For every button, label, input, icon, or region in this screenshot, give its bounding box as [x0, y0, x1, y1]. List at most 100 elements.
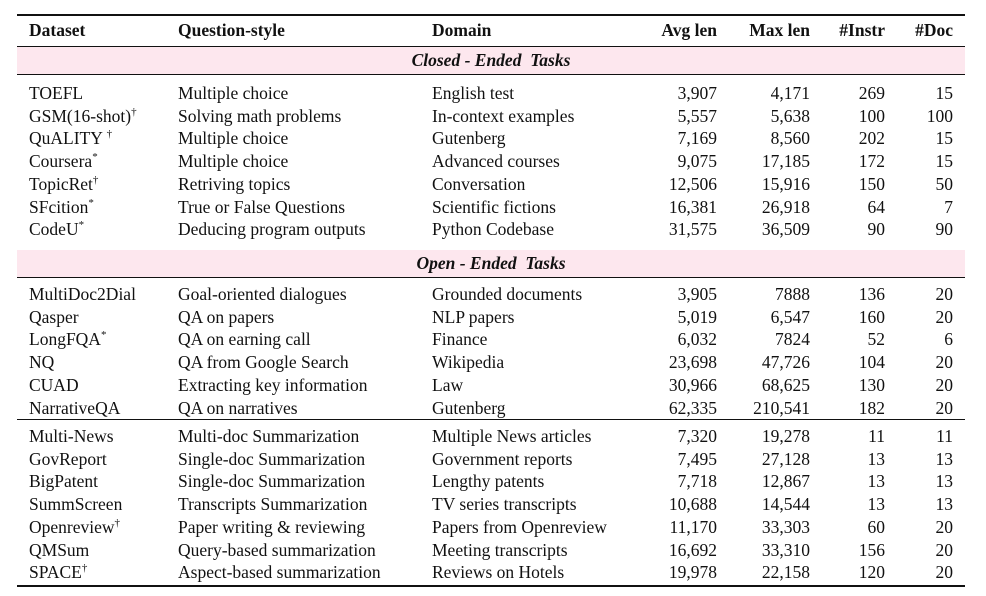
- dataset-name: NQ: [29, 352, 55, 373]
- summarization-rule: [17, 419, 965, 420]
- table-row: GovReport Single-doc Summarization Governm…: [17, 448, 965, 470]
- instr-cell: 120: [858, 562, 885, 583]
- dataset-mark: †: [92, 173, 99, 186]
- table-row: LongFQA* QA on earning call Finance 6,032 78…: [17, 328, 965, 350]
- max-cell: 4,171: [770, 83, 810, 103]
- style-cell: QA on narratives: [178, 397, 298, 418]
- dataset-mark: *: [92, 151, 98, 164]
- instr-cell: 130: [858, 374, 885, 395]
- instr-cell: 136: [858, 284, 885, 304]
- dataset-name-cell: SummScreen: [29, 493, 122, 515]
- dataset-name: BigPatent: [29, 471, 99, 492]
- dataset-mark: *: [78, 219, 85, 232]
- doc-cell: 11: [936, 426, 953, 446]
- dataset-name-cell: SPACE†: [29, 561, 87, 583]
- avg-cell: 16,692: [668, 539, 717, 560]
- max-cell: 6,547: [770, 306, 810, 327]
- table-row: TOEFL Multiple choice English test 3,907 4,1…: [17, 82, 965, 104]
- max-cell: 7824: [775, 329, 810, 350]
- dataset-name-cell: TopicRet†: [29, 173, 98, 195]
- header-domain: Domain: [432, 20, 492, 40]
- dataset-name-cell: CUAD: [29, 374, 79, 396]
- instr-cell: 269: [858, 83, 885, 103]
- avg-cell: 5,557: [677, 105, 717, 126]
- style-cell: Solving math problems: [178, 105, 342, 126]
- dataset-name: Multi-News: [29, 426, 114, 446]
- table-row: CodeU* Deducing program outputs Python Cod…: [17, 218, 965, 240]
- table-row: GSM(16-shot)† Solving math problems In-con…: [17, 105, 965, 127]
- doc-cell: 20: [935, 562, 954, 583]
- avg-cell: 3,905: [677, 284, 717, 304]
- avg-cell: 7,495: [677, 448, 717, 469]
- domain-cell: In-context examples: [432, 105, 575, 126]
- dataset-mark: †: [131, 105, 137, 118]
- doc-cell: 20: [935, 516, 954, 537]
- style-cell: Query-based summarization: [178, 539, 376, 560]
- dataset-mark: †: [114, 516, 121, 529]
- style-cell: QA from Google Search: [178, 352, 349, 373]
- dataset-name: SPACE: [29, 562, 82, 583]
- dataset-name: SummScreen: [29, 494, 123, 515]
- instr-cell: 100: [858, 105, 885, 126]
- dataset-name: CUAD: [29, 374, 79, 395]
- dataset-name-cell: SFcition*: [29, 196, 94, 218]
- domain-cell: Multiple News articles: [432, 426, 592, 446]
- doc-cell: 15: [935, 151, 954, 172]
- open-ended-rule: [17, 277, 965, 278]
- table-row: Multi-News Multi-doc Summarization Multipl…: [17, 425, 965, 447]
- dataset-name-cell: Openreview†: [29, 516, 120, 538]
- style-cell: Goal-oriented dialogues: [178, 284, 347, 304]
- max-cell: 33,303: [761, 516, 810, 537]
- dataset-mark: †: [106, 128, 113, 141]
- avg-cell: 7,718: [677, 471, 717, 492]
- style-cell: Deducing program outputs: [178, 219, 366, 240]
- doc-cell: 15: [935, 83, 954, 103]
- dataset-name: MultiDoc2Dial: [29, 284, 136, 304]
- instr-cell: 13: [867, 494, 886, 515]
- avg-cell: 10,688: [668, 494, 717, 515]
- avg-cell: 3,907: [677, 83, 717, 103]
- open-ended-title: Open - Ended Tasks: [416, 253, 566, 273]
- table-row: BigPatent Single-doc Summarization Lengthy…: [17, 470, 965, 492]
- dataset-name: QuALITY: [29, 128, 107, 149]
- max-cell: 17,185: [761, 151, 810, 172]
- style-cell: True or False Questions: [178, 196, 346, 217]
- max-cell: 68,625: [761, 374, 810, 395]
- max-cell: 27,128: [761, 448, 810, 469]
- instr-cell: 160: [858, 306, 885, 327]
- doc-cell: 20: [935, 284, 954, 304]
- instr-cell: 13: [867, 448, 886, 469]
- doc-cell: 6: [944, 329, 953, 350]
- dataset-name: Qasper: [29, 306, 79, 327]
- dataset-name-cell: Qasper: [29, 306, 79, 328]
- max-cell: 26,918: [761, 196, 810, 217]
- domain-cell: Lengthy patents: [432, 471, 545, 492]
- style-cell: Transcripts Summarization: [178, 494, 368, 515]
- max-cell: 5,638: [770, 105, 810, 126]
- table-row: Qasper QA on papers NLP papers 5,019 6,547 16…: [17, 306, 965, 328]
- header-dataset: Dataset: [29, 20, 86, 40]
- dataset-name: Coursera: [29, 151, 93, 172]
- dataset-name: GSM(16-shot): [29, 105, 132, 126]
- avg-cell: 23,698: [668, 352, 717, 373]
- instr-cell: 104: [858, 352, 885, 373]
- table-row: NarrativeQA QA on narratives Gutenberg 62,3…: [17, 397, 965, 419]
- doc-cell: 13: [935, 471, 954, 492]
- instr-cell: 202: [858, 128, 885, 149]
- domain-cell: TV series transcripts: [432, 494, 577, 515]
- style-cell: Extracting key information: [178, 374, 368, 395]
- closed-ended-title: Closed - Ended Tasks: [411, 50, 571, 70]
- table-row: Openreview† Paper writing & reviewing Pape…: [17, 516, 965, 538]
- domain-cell: Meeting transcripts: [432, 539, 568, 560]
- header-rule: [17, 46, 965, 47]
- avg-cell: 7,320: [677, 426, 717, 446]
- avg-cell: 19,978: [668, 562, 717, 583]
- style-cell: Multiple choice: [178, 128, 289, 149]
- dataset-name: SFcition: [29, 196, 89, 217]
- dataset-name: TOEFL: [29, 83, 84, 103]
- instr-cell: 13: [867, 471, 886, 492]
- domain-cell: NLP papers: [432, 306, 515, 327]
- avg-cell: 5,019: [677, 306, 717, 327]
- avg-cell: 12,506: [668, 173, 717, 194]
- doc-cell: 7: [944, 196, 953, 217]
